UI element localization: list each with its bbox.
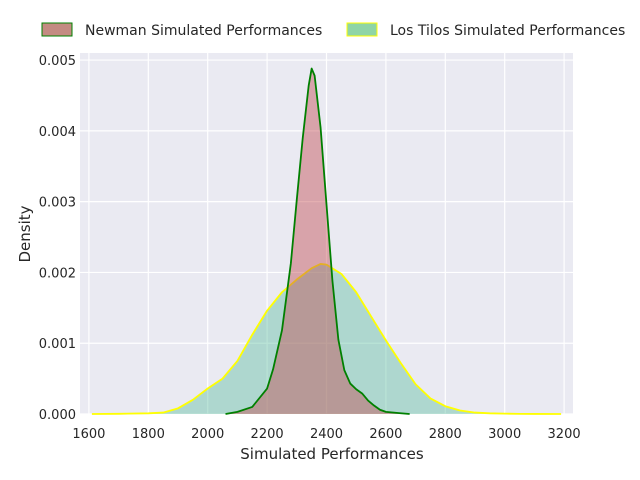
x-tick-label: 2200 (251, 427, 284, 442)
y-tick-label: 0.000 (39, 408, 76, 423)
y-tick-label: 0.002 (39, 266, 76, 281)
x-tick-label: 1600 (72, 427, 105, 442)
x-tick-label: 2800 (429, 427, 462, 442)
x-tick-label: 3000 (488, 427, 521, 442)
y-axis-title: Density (16, 205, 34, 262)
x-axis-title: Simulated Performances (240, 445, 424, 463)
series-line-0 (91, 263, 562, 415)
series-layer (91, 67, 562, 415)
legend-label-lostilos: Los Tilos Simulated Performances (390, 23, 625, 39)
x-tick-label: 2600 (369, 427, 402, 442)
y-tick-label: 0.001 (39, 337, 76, 352)
series-area-1 (225, 68, 410, 414)
series-area-0 (91, 263, 562, 414)
x-tick-label: 2400 (310, 427, 343, 442)
x-tick-label: 1800 (132, 427, 165, 442)
y-tick-label: 0.005 (39, 54, 76, 69)
x-tick-label: 3200 (548, 427, 581, 442)
legend-label-newman: Newman Simulated Performances (85, 23, 322, 39)
series-line-1 (225, 67, 410, 415)
y-tick-labels: 0.000 0.001 0.002 0.003 0.004 0.005 (39, 54, 76, 423)
x-tick-label: 2000 (191, 427, 224, 442)
x-tick-labels: 1600 1800 2000 2200 2400 2600 2800 3000 3200 (72, 427, 580, 442)
legend-swatch-newman (41, 22, 73, 37)
y-tick-label: 0.004 (39, 125, 76, 140)
legend-swatch-lostilos (346, 22, 378, 37)
y-tick-label: 0.003 (39, 196, 76, 211)
legend: Newman Simulated Performances Los Tilos … (41, 22, 625, 39)
